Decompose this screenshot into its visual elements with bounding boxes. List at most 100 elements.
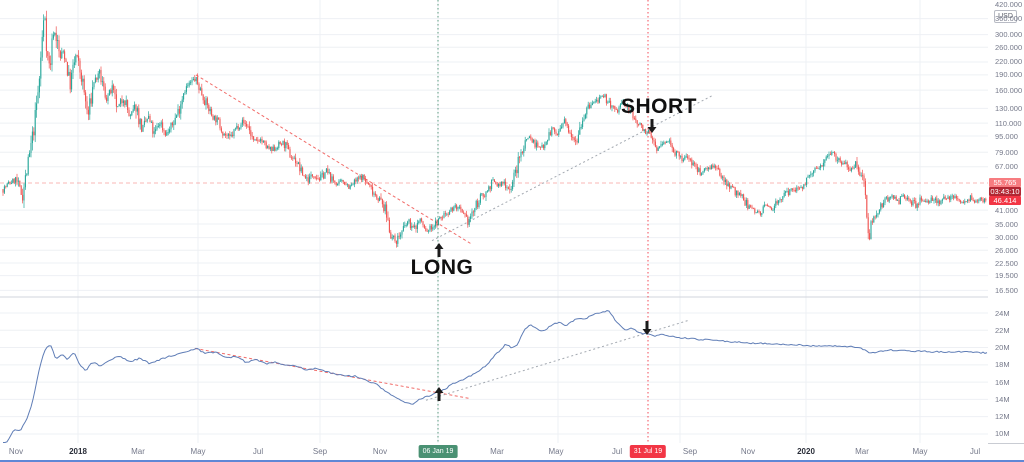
currency-unit-badge[interactable]: USD: [994, 10, 1017, 23]
up-arrow-icon[interactable]: [434, 387, 444, 401]
candle-body: [643, 129, 645, 131]
candle-body: [653, 140, 655, 142]
candle-body: [492, 179, 494, 181]
candle-body: [447, 213, 449, 215]
candle-body: [393, 235, 395, 238]
candle-body: [243, 119, 245, 123]
candle-body: [842, 162, 844, 165]
candle-body: [411, 226, 413, 229]
candle-body: [871, 221, 873, 223]
candle-body: [383, 204, 385, 212]
candle-body: [437, 218, 439, 226]
candle-body: [145, 120, 147, 122]
candle-body: [174, 117, 176, 125]
candle-body: [206, 98, 208, 105]
long-annotation[interactable]: LONG: [410, 256, 474, 279]
candle-body: [552, 127, 554, 129]
candle-body: [614, 105, 616, 109]
price-tick-label: 360.000: [995, 14, 1023, 24]
candle-body: [556, 133, 558, 135]
candle-body: [810, 174, 812, 176]
candle-body: [295, 157, 297, 164]
candle-body: [962, 201, 964, 204]
candle-body: [374, 193, 376, 196]
candle-body: [192, 79, 194, 81]
time-axis[interactable]: 06 Jan 19 31 Jul 19 Nov 2018 Mar May Jul Sep N…: [0, 443, 988, 462]
candle-body: [62, 51, 64, 53]
candle-body: [45, 18, 47, 52]
candle-body: [311, 174, 313, 177]
candle-body: [307, 177, 309, 183]
candle-body: [180, 104, 182, 114]
candle-body: [258, 140, 260, 142]
candle-body: [428, 230, 430, 232]
candle-body: [877, 213, 879, 215]
candle-body: [414, 225, 416, 227]
candle-body: [341, 180, 343, 181]
candle-body: [303, 175, 305, 177]
candle-body: [869, 233, 871, 240]
price-tick-label: 41.000: [995, 205, 1018, 215]
candle-body: [764, 204, 766, 207]
up-arrow-icon[interactable]: [434, 243, 444, 257]
candle-body: [888, 197, 890, 202]
candle-body: [461, 209, 463, 213]
candle-body: [727, 183, 729, 187]
candle-body: [132, 109, 134, 112]
candle-body: [321, 173, 323, 175]
candle-body: [409, 219, 411, 229]
down-arrow-icon[interactable]: [647, 119, 657, 133]
candle-body: [979, 198, 981, 201]
candle-body: [887, 197, 889, 202]
price-axis[interactable]: USD 55.765 03:43:10 46.414 420.000 360.00…: [988, 0, 1024, 443]
candle-body: [380, 197, 382, 200]
candle-body: [148, 115, 150, 119]
candle-body: [359, 176, 361, 179]
down-arrow-icon[interactable]: [642, 321, 652, 335]
candle-body: [799, 187, 801, 189]
short-annotation[interactable]: SHORT: [621, 95, 697, 118]
candle-body: [824, 159, 826, 163]
candle-body: [229, 134, 231, 136]
candle-body: [338, 180, 340, 184]
candle-body: [695, 163, 697, 167]
candle-body: [61, 51, 63, 59]
candle-body: [332, 176, 334, 181]
candle-body: [468, 219, 470, 225]
candle-body: [226, 135, 228, 137]
candle-body: [691, 159, 693, 166]
candle-body: [190, 82, 192, 84]
candle-body: [216, 117, 218, 123]
candle-body: [626, 105, 628, 107]
candle-body: [472, 211, 474, 213]
candle-body: [922, 200, 924, 202]
candle-body: [849, 169, 851, 171]
candle-body: [289, 149, 291, 158]
event-date-badge-long[interactable]: 06 Jan 19: [418, 445, 458, 458]
price-tick-label: 22.500: [995, 258, 1018, 268]
candle-body: [629, 109, 631, 113]
candle-body: [558, 131, 560, 135]
time-tick-label: Mar: [490, 447, 504, 456]
candle-body: [762, 206, 764, 214]
candle-body: [733, 187, 735, 189]
trendline-descending-resistance[interactable]: [195, 74, 473, 245]
candle-body: [576, 141, 578, 143]
candle-body: [862, 175, 864, 177]
candle-body: [3, 186, 5, 193]
candle-body: [939, 200, 941, 205]
candle-body: [367, 182, 369, 185]
candle-body: [51, 38, 53, 65]
candle-body: [415, 225, 417, 229]
candle-body: [219, 119, 221, 129]
event-date-badge-short[interactable]: 31 Jul 19: [629, 445, 667, 458]
candle-body: [650, 133, 652, 138]
candle-body: [325, 168, 327, 173]
candle-body: [85, 92, 87, 102]
candle-body: [491, 180, 493, 190]
trendline-ascending-support[interactable]: [431, 95, 713, 242]
candle-body: [290, 157, 292, 159]
candle-body: [611, 105, 613, 108]
candle-body: [873, 216, 875, 223]
